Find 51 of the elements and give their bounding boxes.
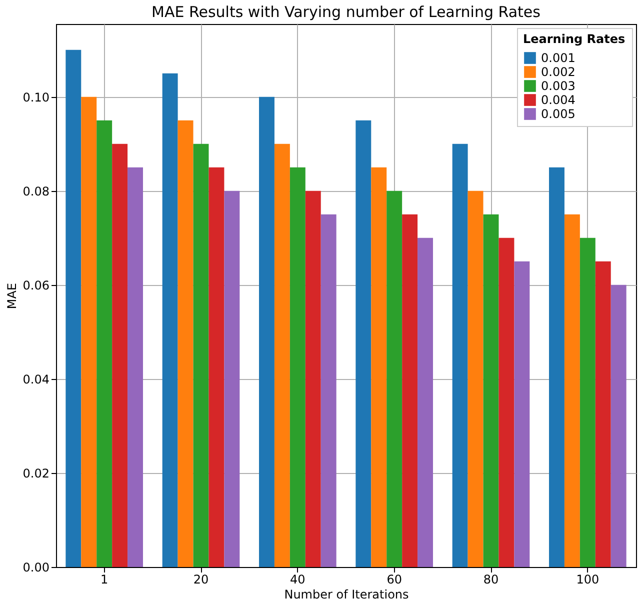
x-axis-title: Number of Iterations — [284, 588, 409, 602]
legend-label: 0.005 — [541, 107, 576, 121]
legend-label: 0.004 — [541, 93, 576, 107]
bar — [483, 214, 499, 567]
x-tick-label: 80 — [483, 572, 499, 586]
bar — [402, 214, 418, 567]
bar — [418, 238, 433, 567]
bar — [259, 96, 274, 567]
x-tick-label: 1 — [100, 572, 108, 586]
x-tick-label: 60 — [386, 572, 402, 586]
legend-label: 0.002 — [541, 65, 576, 79]
bar — [128, 167, 143, 567]
y-axis-title: MAE — [4, 282, 19, 310]
bar — [162, 73, 178, 567]
bar — [193, 144, 209, 567]
y-tick-label: 0.06 — [22, 278, 50, 292]
y-tick-label: 0.10 — [22, 90, 50, 104]
y-tick-label: 0.04 — [22, 372, 50, 386]
y-tick-label: 0.02 — [22, 466, 50, 480]
legend-label: 0.003 — [541, 79, 576, 93]
bar — [208, 167, 224, 567]
bar — [96, 120, 112, 567]
bar — [549, 167, 564, 567]
x-tick-label: 40 — [290, 572, 306, 586]
bar — [356, 120, 372, 567]
bar — [112, 144, 128, 567]
bar — [274, 144, 290, 567]
bar — [371, 167, 387, 567]
bar — [66, 50, 82, 567]
x-tick-label: 20 — [193, 572, 209, 586]
bar — [580, 238, 596, 567]
bar — [595, 261, 611, 567]
legend-label: 0.001 — [541, 51, 576, 65]
bar — [290, 167, 306, 567]
y-tick-label: 0.00 — [22, 560, 50, 574]
bar — [610, 284, 626, 567]
bar — [224, 190, 240, 567]
legend-title: Learning Rates — [523, 32, 626, 46]
bar — [498, 238, 514, 567]
bar — [564, 214, 580, 567]
bar — [320, 214, 336, 567]
y-tick-label: 0.08 — [22, 184, 50, 198]
bar — [305, 190, 321, 567]
bar — [468, 190, 484, 567]
bar — [81, 96, 97, 567]
chart-title: MAE Results with Varying number of Learning Rates — [152, 3, 541, 21]
bar — [178, 120, 194, 567]
bar — [514, 261, 530, 567]
bar — [386, 190, 402, 567]
bar — [452, 144, 468, 567]
x-tick-label: 100 — [576, 572, 600, 586]
